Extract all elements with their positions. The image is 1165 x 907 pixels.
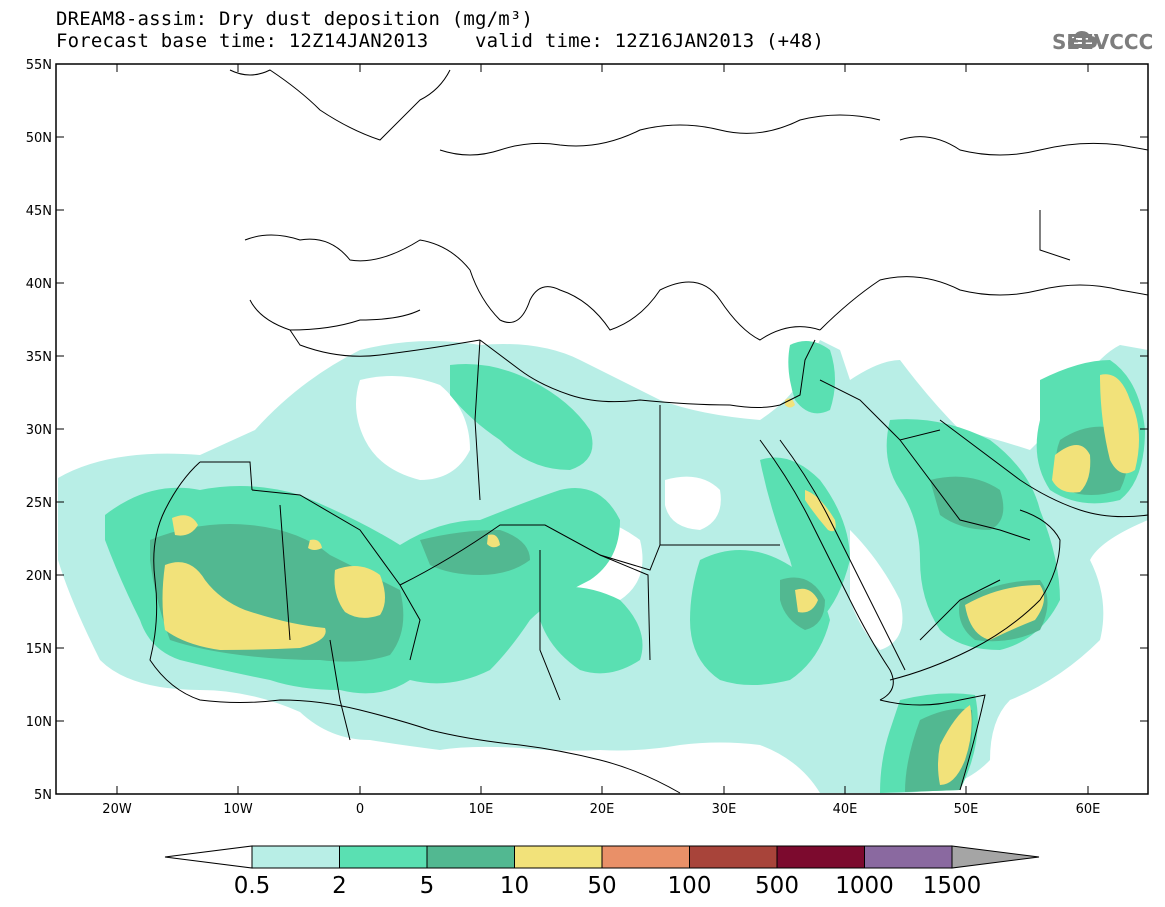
colorbar-label: 1000 (835, 873, 894, 899)
lat-label: 5N (34, 788, 52, 803)
lon-label: 10W (223, 802, 253, 817)
colorbar-label: 5 (420, 873, 435, 899)
colorbar-segment (601, 845, 690, 869)
lon-label: 10E (469, 802, 494, 817)
colorbar-label: 100 (668, 873, 712, 899)
logo-text: SEEVCCC (1052, 30, 1154, 54)
lat-label: 50N (26, 131, 52, 146)
coastlines-and-borders (149, 69, 1149, 794)
lon-label: 20E (590, 802, 615, 817)
colorbar-label: 10 (500, 873, 529, 899)
lat-label: 40N (26, 277, 52, 292)
colorbar-label: 500 (755, 873, 799, 899)
map-title: DREAM8-assim: Dry dust deposition (mg/m³… (56, 8, 534, 30)
forecast-time-line: Forecast base time: 12Z14JAN2013 valid t… (56, 30, 825, 52)
colorbar-segment (251, 845, 340, 869)
colorbar-label: 50 (587, 873, 616, 899)
colorbar-under-triangle (164, 845, 253, 869)
colorbar-over-triangle (951, 845, 1040, 869)
lat-label: 45N (26, 204, 52, 219)
dust-contours (58, 340, 1148, 793)
lon-label: 30E (712, 802, 737, 817)
lat-label: 35N (26, 350, 52, 365)
cloud-logo-icon (1068, 31, 1097, 48)
colorbar-segment (514, 845, 603, 869)
lat-label: 20N (26, 569, 52, 584)
lat-label: 10N (26, 715, 52, 730)
lon-label: 60E (1076, 802, 1101, 817)
colorbar-segment (689, 845, 778, 869)
colorbar-segment (864, 845, 953, 869)
lon-label: 40E (833, 802, 858, 817)
lat-label: 55N (26, 58, 52, 73)
contour-yellow-mauritania (162, 562, 326, 650)
lat-label: 15N (26, 642, 52, 657)
colorbar-segment (426, 845, 515, 869)
colorbar-label: 2 (332, 873, 347, 899)
colorbar (164, 845, 1040, 869)
lon-label: 0 (356, 802, 364, 817)
lon-label: 50E (954, 802, 979, 817)
colorbar-segment (339, 845, 428, 869)
lon-label: 20W (102, 802, 132, 817)
lat-label: 30N (26, 423, 52, 438)
colorbar-label: 1500 (923, 873, 982, 899)
colorbar-label: 0.5 (234, 873, 271, 899)
colorbar-segment (776, 845, 865, 869)
lat-label: 25N (26, 496, 52, 511)
